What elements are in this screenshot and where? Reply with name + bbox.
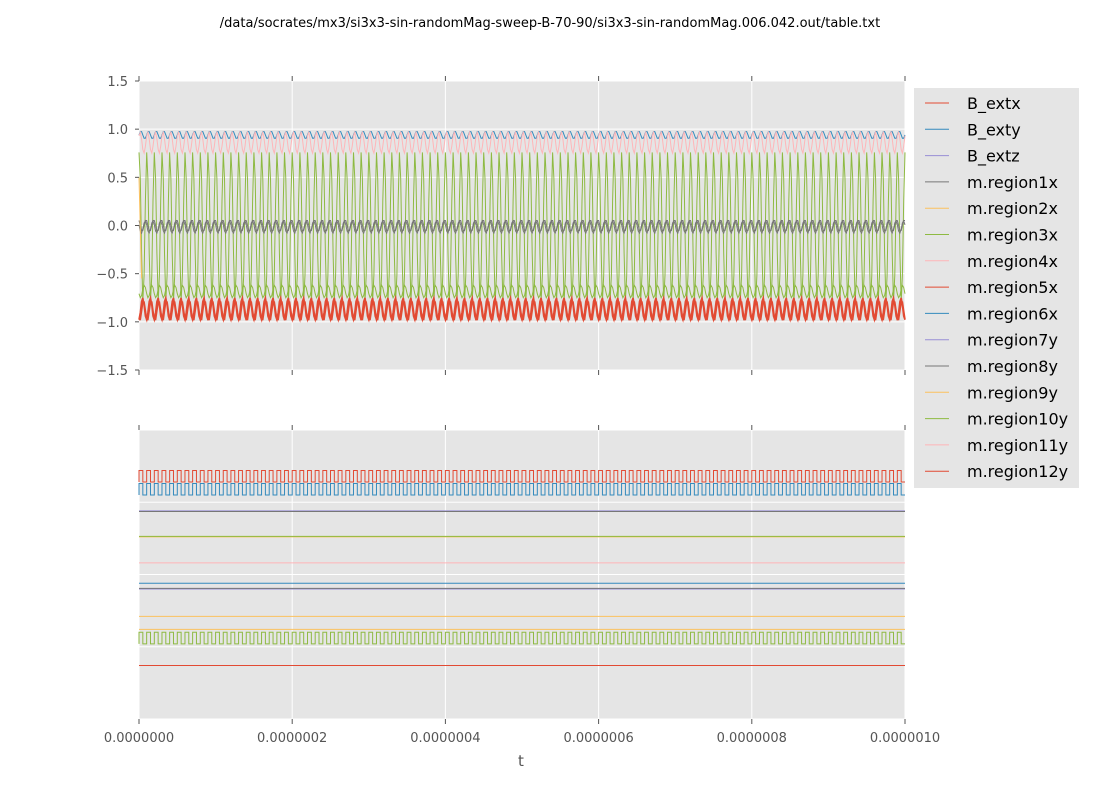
legend-label: m.region10y — [967, 410, 1068, 429]
y-tick-label: 1.0 — [107, 123, 128, 138]
top-subplot: 1.5 1.0 0.5 0.0 −0.5 −1.0 −1.5 — [96, 75, 906, 379]
top-y-ticks: 1.5 1.0 0.5 0.0 −0.5 −1.0 −1.5 — [96, 75, 139, 379]
x-axis-label: t — [518, 752, 524, 770]
chart-title: /data/socrates/mx3/si3x3-sin-randomMag-s… — [220, 16, 880, 31]
x-tick-label: 0.0000000 — [104, 731, 174, 746]
legend-label: m.region1x — [967, 173, 1058, 192]
series-line-B_extx — [138, 470, 905, 483]
series-line-m-region12y — [138, 294, 906, 323]
legend-label: B_extz — [967, 147, 1020, 167]
legend-label: m.region8y — [967, 357, 1058, 376]
y-tick-label: 0.5 — [107, 171, 128, 186]
legend-box — [914, 88, 1079, 488]
legend-label: m.region11y — [967, 436, 1068, 455]
legend-label: B_exty — [967, 120, 1021, 140]
y-tick-label: −1.0 — [96, 316, 128, 331]
y-tick-label: 1.5 — [107, 75, 128, 90]
legend-label: m.region7y — [967, 331, 1058, 350]
series-line-B_exty — [138, 483, 905, 496]
legend-label: m.region12y — [967, 462, 1068, 481]
x-tick-label: 0.0000008 — [717, 731, 787, 746]
legend-label: m.region2x — [967, 199, 1058, 218]
legend-label: m.region4x — [967, 252, 1058, 271]
legend-label: m.region5x — [967, 278, 1058, 297]
series-line-m-region1x — [138, 220, 905, 231]
legend-label: m.region3x — [967, 226, 1058, 245]
y-tick-label: −0.5 — [96, 268, 128, 283]
series-line-m-region3x — [138, 152, 906, 302]
legend-label: m.region9y — [967, 383, 1058, 402]
x-tick-label: 0.0000004 — [410, 731, 480, 746]
legend-label: m.region6x — [967, 304, 1058, 323]
y-tick-label: −1.5 — [96, 364, 128, 379]
x-tick-label: 0.0000010 — [870, 731, 940, 746]
x-tick-label: 0.0000006 — [563, 731, 633, 746]
series-line-m-region2x — [138, 177, 143, 279]
series-line-m-region4x — [138, 130, 906, 156]
bottom-series-lines — [138, 470, 905, 666]
series-line-m-region10y — [138, 631, 905, 645]
bottom-subplot — [138, 429, 906, 720]
bottom-grid — [138, 429, 906, 720]
y-tick-label: 0.0 — [107, 220, 128, 235]
top-series-lines — [138, 130, 906, 323]
x-tick-label: 0.0000002 — [257, 731, 327, 746]
series-line-m-region8y — [138, 219, 906, 235]
legend: B_extx B_exty B_extz m.region1x m.region2x m.… — [914, 88, 1079, 488]
legend-label: B_extx — [967, 94, 1021, 114]
series-line-m-region10y — [138, 284, 906, 299]
x-ticks: 0.0000000 0.0000002 0.0000004 0.0000006 0.00… — [104, 76, 940, 746]
